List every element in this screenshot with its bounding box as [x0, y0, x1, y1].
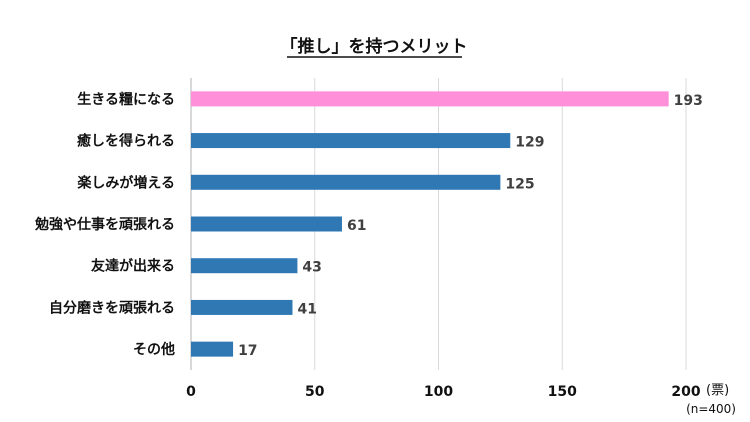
- sample-size-note: (n=400): [686, 402, 736, 416]
- x-tick-label: 100: [424, 384, 453, 400]
- bar-3: [191, 216, 342, 232]
- category-label: 自分磨きを頑張れる: [49, 299, 175, 316]
- bars: [191, 91, 669, 357]
- bar-4: [191, 258, 298, 274]
- x-tick-label: 150: [548, 384, 577, 400]
- chart-title: 「推し」を持つメリット: [281, 36, 468, 57]
- x-tick-label: 200: [671, 384, 700, 400]
- value-label: 17: [238, 343, 257, 359]
- bar-5: [191, 299, 293, 315]
- value-label: 41: [297, 301, 316, 317]
- labels: 0 50 100 150 200 生きる糧になる 193 癒しを得られる 129 楽しみが増える 1…: [34, 91, 703, 400]
- bar-6: [191, 341, 234, 357]
- category-label: 勉強や仕事を頑張れる: [34, 216, 175, 233]
- category-label: 楽しみが増える: [76, 174, 175, 191]
- value-label: 43: [302, 260, 321, 276]
- category-label: その他: [133, 341, 175, 358]
- category-label: 癒しを得られる: [77, 133, 175, 150]
- value-label: 193: [674, 93, 703, 109]
- bar-2: [191, 174, 501, 190]
- x-tick-label: 0: [186, 384, 196, 400]
- bar-1: [191, 133, 511, 149]
- x-tick-label: 50: [305, 384, 325, 400]
- category-label: 生きる糧になる: [77, 91, 175, 108]
- value-label: 61: [347, 218, 366, 234]
- bar-0: [191, 91, 669, 107]
- category-label: 友達が出来る: [91, 258, 175, 275]
- value-label: 125: [505, 176, 534, 192]
- value-label: 129: [515, 135, 544, 151]
- x-axis-unit: (票): [706, 383, 729, 398]
